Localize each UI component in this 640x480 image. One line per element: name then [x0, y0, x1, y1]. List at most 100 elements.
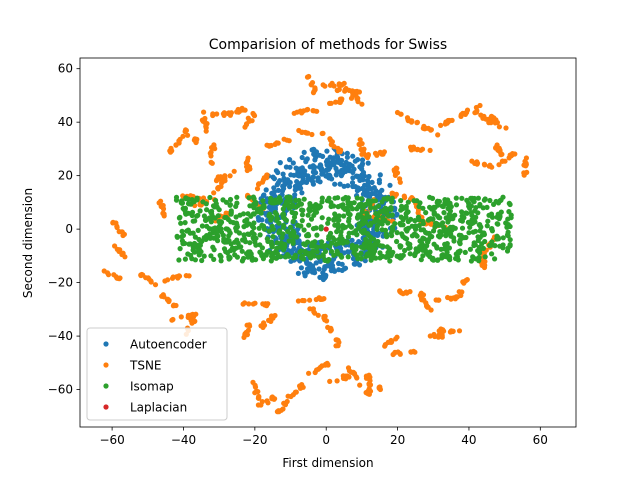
isomap-point	[420, 205, 426, 211]
tsne-point	[255, 402, 261, 408]
legend-marker	[103, 383, 109, 389]
tsne-point	[183, 127, 189, 134]
autoencoder-point	[256, 217, 262, 223]
isomap-point	[498, 209, 504, 215]
isomap-point	[479, 232, 485, 238]
isomap-point	[189, 209, 196, 215]
autoencoder-point	[324, 148, 330, 154]
isomap-point	[260, 256, 266, 262]
isomap-point	[464, 210, 470, 216]
tsne-point	[353, 374, 359, 380]
isomap-point	[458, 232, 464, 239]
isomap-point	[416, 217, 422, 223]
legend-label: TSNE	[129, 359, 162, 373]
isomap-point	[492, 256, 498, 262]
isomap-point	[276, 230, 282, 236]
tsne-point	[496, 124, 502, 130]
isomap-point	[208, 235, 214, 241]
isomap-point	[290, 228, 296, 234]
isomap-point	[364, 210, 370, 216]
tsne-point	[377, 386, 383, 393]
isomap-point	[315, 205, 321, 211]
tsne-point	[454, 294, 460, 300]
isomap-point	[482, 254, 488, 260]
isomap-point	[363, 201, 369, 208]
isomap-point	[464, 197, 470, 203]
tsne-point	[462, 110, 468, 116]
isomap-point	[324, 198, 330, 204]
isomap-point	[441, 210, 447, 216]
isomap-point	[486, 212, 492, 218]
autoencoder-point	[332, 181, 338, 187]
tsne-point	[425, 304, 431, 310]
isomap-point	[178, 220, 184, 226]
y-tick-label: −40	[48, 329, 73, 343]
isomap-point	[468, 258, 474, 264]
autoencoder-point	[294, 240, 300, 246]
isomap-point	[477, 228, 483, 234]
isomap-point	[487, 197, 493, 204]
isomap-point	[359, 196, 365, 202]
autoencoder-point	[271, 185, 277, 191]
isomap-point	[267, 249, 273, 255]
isomap-point	[244, 222, 250, 228]
tsne-point	[309, 131, 315, 138]
tsne-point	[348, 95, 355, 101]
isomap-point	[477, 250, 483, 256]
isomap-point	[204, 207, 210, 213]
isomap-point	[223, 199, 229, 205]
tsne-point	[423, 300, 429, 306]
x-tick-label: 20	[390, 433, 405, 447]
isomap-point	[482, 196, 488, 202]
isomap-point	[466, 230, 472, 236]
autoencoder-point	[279, 188, 285, 194]
autoencoder-point	[287, 164, 293, 170]
tsne-point	[336, 86, 342, 93]
isomap-point	[418, 239, 424, 245]
autoencoder-point	[301, 149, 307, 155]
autoencoder-point	[302, 168, 308, 174]
isomap-point	[260, 223, 267, 229]
autoencoder-point	[275, 169, 281, 176]
isomap-point	[506, 209, 512, 215]
autoencoder-point	[347, 163, 353, 169]
isomap-point	[416, 222, 422, 229]
tsne-point	[414, 147, 420, 153]
tsne-point	[401, 193, 407, 199]
tsne-point	[258, 323, 264, 329]
tsne-point	[436, 297, 442, 303]
tsne-point	[191, 314, 197, 320]
isomap-point	[428, 216, 434, 222]
autoencoder-point	[290, 160, 296, 166]
isomap-point	[192, 234, 198, 240]
isomap-point	[251, 211, 257, 217]
isomap-point	[436, 198, 442, 205]
autoencoder-point	[364, 190, 371, 196]
isomap-point	[272, 210, 278, 216]
isomap-point	[375, 238, 381, 245]
isomap-point	[420, 253, 426, 259]
isomap-point	[251, 236, 257, 242]
isomap-point	[338, 229, 344, 235]
isomap-point	[249, 229, 255, 235]
tsne-point	[414, 120, 420, 126]
isomap-point	[309, 243, 315, 249]
isomap-point	[308, 216, 315, 222]
tsne-point	[305, 130, 311, 136]
isomap-point	[332, 237, 338, 243]
tsne-point	[357, 382, 363, 388]
tsne-point	[496, 162, 502, 168]
autoencoder-point	[307, 164, 313, 170]
isomap-point	[429, 234, 435, 240]
autoencoder-point	[294, 172, 300, 178]
isomap-point	[197, 208, 203, 214]
isomap-point	[299, 218, 305, 224]
isomap-point	[403, 211, 409, 217]
tsne-point	[228, 110, 234, 116]
tsne-point	[327, 378, 333, 384]
autoencoder-point	[372, 190, 378, 197]
isomap-point	[343, 194, 349, 201]
isomap-point	[477, 201, 483, 208]
isomap-point	[228, 211, 234, 217]
isomap-point	[418, 227, 424, 233]
